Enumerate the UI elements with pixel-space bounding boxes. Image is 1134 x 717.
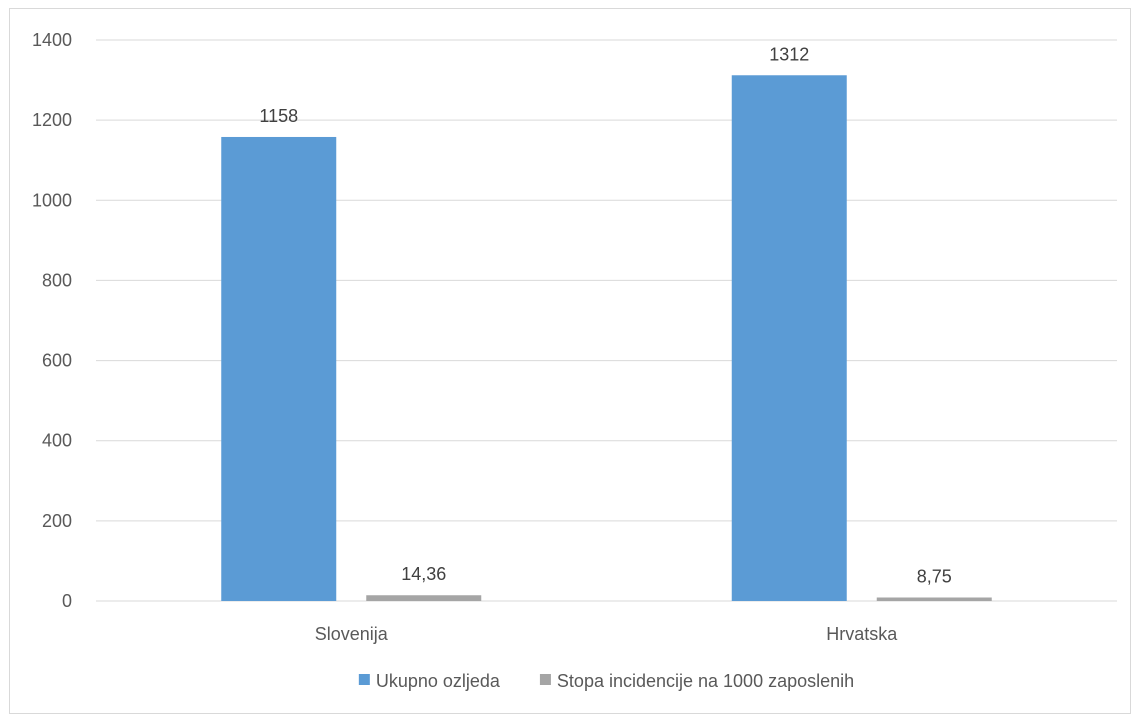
x-tick-label: Slovenija (315, 624, 389, 644)
y-tick-label: 1200 (32, 110, 72, 130)
y-tick-label: 1000 (32, 190, 72, 210)
data-label: 1312 (769, 44, 809, 64)
data-label: 8,75 (917, 566, 952, 586)
legend-label: Stopa incidencije na 1000 zaposlenih (557, 671, 854, 691)
bar-ukupno (221, 136, 337, 602)
y-tick-label: 400 (42, 431, 72, 451)
legend-label: Ukupno ozljeda (376, 671, 501, 691)
legend-swatch (358, 674, 370, 685)
data-label: 14,36 (401, 564, 446, 584)
y-tick-label: 800 (42, 270, 72, 290)
y-tick-label: 200 (42, 511, 72, 531)
x-tick-label: Hrvatska (826, 624, 898, 644)
data-label: 1158 (259, 106, 298, 126)
bar-stopa (876, 597, 992, 601)
y-tick-label: 1400 (32, 30, 72, 50)
bar-stopa (366, 595, 482, 601)
y-tick-label: 0 (62, 591, 72, 611)
legend-swatch (539, 674, 551, 685)
bar-ukupno (731, 75, 847, 601)
y-tick-label: 600 (42, 351, 72, 371)
